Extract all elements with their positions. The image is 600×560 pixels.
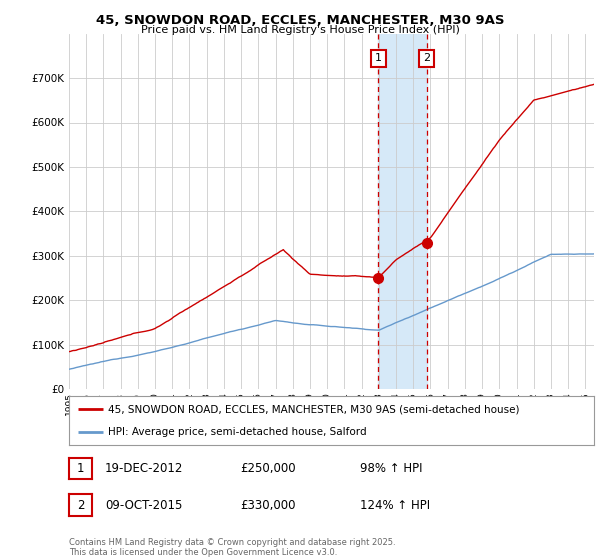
Text: £250,000: £250,000 xyxy=(240,462,296,475)
Text: 1: 1 xyxy=(374,54,382,63)
Text: £330,000: £330,000 xyxy=(240,498,296,512)
Text: 45, SNOWDON ROAD, ECCLES, MANCHESTER, M30 9AS: 45, SNOWDON ROAD, ECCLES, MANCHESTER, M3… xyxy=(96,14,504,27)
Text: 124% ↑ HPI: 124% ↑ HPI xyxy=(360,498,430,512)
Text: 1: 1 xyxy=(77,462,84,475)
Text: HPI: Average price, semi-detached house, Salford: HPI: Average price, semi-detached house,… xyxy=(109,427,367,437)
Text: Contains HM Land Registry data © Crown copyright and database right 2025.
This d: Contains HM Land Registry data © Crown c… xyxy=(69,538,395,557)
Text: 98% ↑ HPI: 98% ↑ HPI xyxy=(360,462,422,475)
Bar xyxy=(378,34,427,389)
Text: 2: 2 xyxy=(423,54,430,63)
Text: 45, SNOWDON ROAD, ECCLES, MANCHESTER, M30 9AS (semi-detached house): 45, SNOWDON ROAD, ECCLES, MANCHESTER, M3… xyxy=(109,404,520,414)
Text: Price paid vs. HM Land Registry's House Price Index (HPI): Price paid vs. HM Land Registry's House … xyxy=(140,25,460,35)
Text: 09-OCT-2015: 09-OCT-2015 xyxy=(105,498,182,512)
Text: 2: 2 xyxy=(77,498,84,512)
Text: 19-DEC-2012: 19-DEC-2012 xyxy=(105,462,184,475)
